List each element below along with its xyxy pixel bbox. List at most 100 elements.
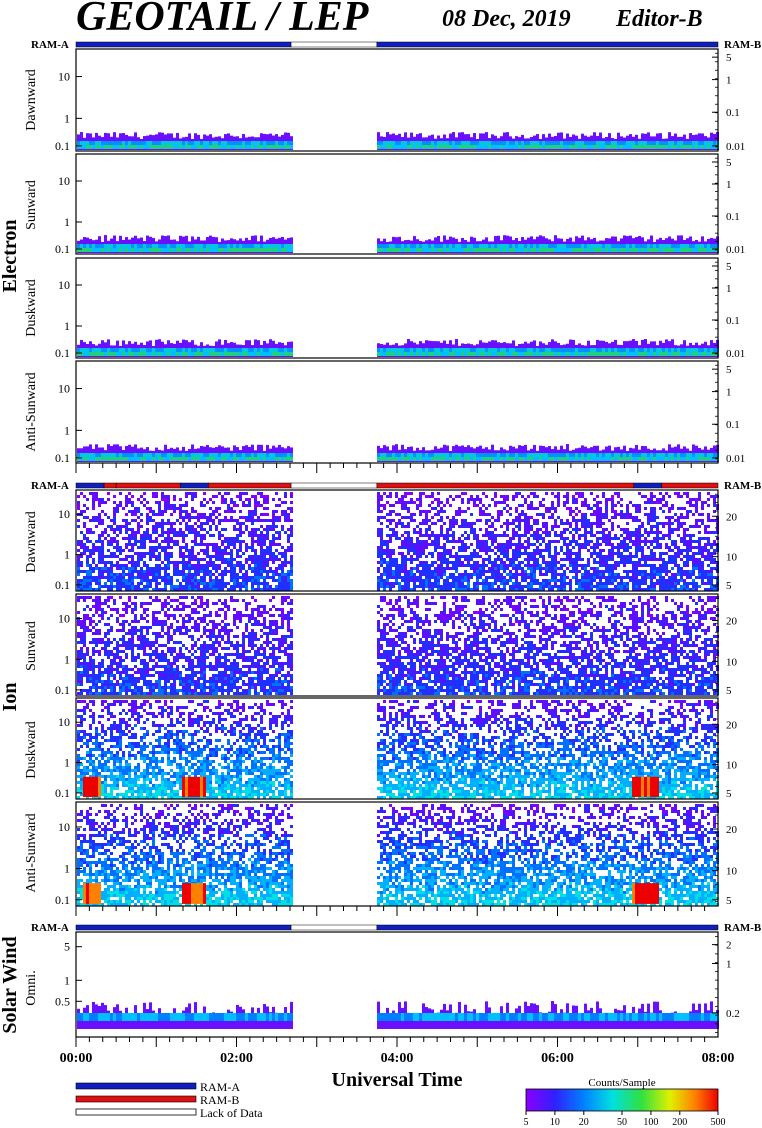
right-tick-0-1-0: 5 xyxy=(726,157,732,169)
panel-frame-1-1 xyxy=(75,593,719,697)
time-tick-label-0: 00:00 xyxy=(60,1051,93,1066)
right-tick-1-3-2: 5 xyxy=(726,895,732,907)
panel-frame-0-1 xyxy=(75,153,719,255)
right-tick-1-0-2: 5 xyxy=(726,580,732,592)
colorbar-tick-4: 100 xyxy=(643,1117,658,1128)
figure-title: GEOTAIL / LEP xyxy=(76,0,369,40)
mode-bar-1-0 xyxy=(75,482,105,489)
panel-label-electron-duskward: Duskward xyxy=(24,279,39,337)
mode-bar-2-2 xyxy=(376,924,719,931)
left-tick-1-2-1: 1 xyxy=(64,756,70,770)
left-tick-0-2-2: 0.1 xyxy=(55,346,70,360)
colorbar-tick-1: 10 xyxy=(550,1117,560,1128)
mode-bar-1-5 xyxy=(290,482,378,489)
right-tick-0-3-2: 0.1 xyxy=(726,419,740,431)
mode-bar-1-2 xyxy=(115,482,181,489)
right-tick-0-2-2: 0.1 xyxy=(726,315,740,327)
left-tick-1-3-2: 0.1 xyxy=(55,893,70,907)
right-tick-0-0-2: 0.1 xyxy=(726,107,740,119)
right-tick-0-0-1: 1 xyxy=(726,75,732,87)
legend-swatch-ram-a xyxy=(75,1082,197,1090)
left-tick-1-2-0: 10 xyxy=(58,715,70,729)
heatmap-2-0 xyxy=(77,1001,719,1029)
panel-label-ion-dawnward: Dawnward xyxy=(24,511,39,572)
left-tick-1-3-1: 1 xyxy=(64,862,70,876)
mode-label-left-ion: RAM-A xyxy=(31,480,69,492)
heatmap-1-2 xyxy=(77,700,719,799)
left-tick-0-1-2: 0.1 xyxy=(55,242,70,256)
right-tick-1-2-0: 20 xyxy=(726,719,738,731)
left-tick-1-0-1: 1 xyxy=(64,548,70,562)
left-tick-0-3-1: 1 xyxy=(64,423,70,437)
mode-bar-1-4 xyxy=(208,482,292,489)
mode-label-right-electron: RAM-B xyxy=(724,39,762,51)
mode-bar-1-3 xyxy=(180,482,209,489)
left-tick-1-1-2: 0.1 xyxy=(55,683,70,697)
left-tick-1-0-0: 10 xyxy=(58,507,70,521)
right-tick-2-0-0: 2 xyxy=(726,940,732,952)
mode-bar-0-1 xyxy=(290,41,378,48)
mode-bar-0-0 xyxy=(75,41,292,48)
panel-frame-1-2 xyxy=(75,697,719,800)
right-tick-1-2-1: 10 xyxy=(726,760,738,772)
colorbar-tick-5: 200 xyxy=(672,1117,687,1128)
right-tick-1-0-1: 10 xyxy=(726,552,738,564)
right-tick-0-3-0: 5 xyxy=(726,364,732,376)
right-tick-0-3-1: 1 xyxy=(726,387,732,399)
left-tick-0-3-2: 0.1 xyxy=(55,451,70,465)
axis-ticks-layer: 10 1 0.1 5 1 0.1 0.01 10 1 0.1 5 1 0.1 0.01 10 1 0.1 5 1 0.… xyxy=(55,52,745,1047)
time-axis-layer: 00:00 02:00 04:00 06:00 08:00 xyxy=(60,1051,735,1066)
left-tick-0-0-1: 1 xyxy=(64,111,70,125)
figure-editor: Editor-B xyxy=(615,6,703,32)
mode-legend: RAM-A RAM-B Lack of Data xyxy=(75,1080,263,1120)
colorbar-tick-3: 50 xyxy=(617,1117,627,1128)
right-tick-0-0-3: 0.01 xyxy=(726,141,745,153)
right-tick-0-0-0: 5 xyxy=(726,52,732,64)
right-tick-1-2-2: 5 xyxy=(726,788,732,800)
panel-label-electron-sunward: Sunward xyxy=(24,180,39,230)
right-tick-1-1-1: 10 xyxy=(726,656,738,668)
right-tick-2-0-2: 0.2 xyxy=(726,1008,740,1020)
legend-label-ram-a: RAM-A xyxy=(200,1080,240,1094)
left-tick-1-1-1: 1 xyxy=(64,652,70,666)
colorbar-tick-2: 20 xyxy=(579,1117,589,1128)
time-tick-label-2: 04:00 xyxy=(381,1051,414,1066)
panel-label-ion-anti-sunward: Anti-Sunward xyxy=(24,813,39,892)
panel-label-solar-wind-omni: Omni. xyxy=(24,970,39,1005)
left-tick-0-3-0: 10 xyxy=(58,382,70,396)
right-tick-0-2-3: 0.01 xyxy=(726,348,745,360)
panel-label-electron-anti-sunward: Anti-Sunward xyxy=(24,372,39,451)
panel-frame-0-2 xyxy=(75,257,719,359)
left-tick-0-2-0: 10 xyxy=(58,278,70,292)
heatmap-0-1 xyxy=(77,235,719,253)
panel-frame-1-0 xyxy=(75,489,719,592)
legend-swatch-lack-of-data xyxy=(75,1108,197,1116)
group-label-ion: Ion xyxy=(0,683,21,712)
left-tick-0-1-0: 10 xyxy=(58,174,70,188)
right-tick-1-1-2: 5 xyxy=(726,685,732,697)
right-tick-1-3-1: 10 xyxy=(726,866,738,878)
heatmap-1-0 xyxy=(77,492,719,591)
colorbar-tick-6: 500 xyxy=(711,1117,726,1128)
left-tick-1-2-2: 0.1 xyxy=(55,786,70,800)
heatmap-0-2 xyxy=(77,339,719,357)
right-tick-0-2-1: 1 xyxy=(726,283,732,295)
mode-bars-layer xyxy=(75,41,719,931)
legend-label-ram-b: RAM-B xyxy=(200,1093,239,1107)
legend-swatch-ram-b xyxy=(75,1095,197,1103)
left-tick-1-0-2: 0.1 xyxy=(55,578,70,592)
mode-label-left-electron: RAM-A xyxy=(31,39,69,51)
mode-bar-1-7 xyxy=(633,482,663,489)
right-tick-1-3-0: 20 xyxy=(726,824,738,836)
left-tick-2-0-2: 0.5 xyxy=(55,994,70,1008)
left-tick-0-0-0: 10 xyxy=(58,70,70,84)
heatmap-0-0 xyxy=(77,132,719,150)
colorbar-ticks: 5 10 20 50 100 200 500 xyxy=(524,1111,726,1128)
left-tick-0-0-2: 0.1 xyxy=(55,139,70,153)
left-tick-0-2-1: 1 xyxy=(64,319,70,333)
heatmap-0-3 xyxy=(77,444,719,462)
colorbar-tick-0: 5 xyxy=(524,1117,529,1128)
group-label-electron: Electron xyxy=(0,220,21,293)
panel-frame-0-0 xyxy=(75,48,719,152)
